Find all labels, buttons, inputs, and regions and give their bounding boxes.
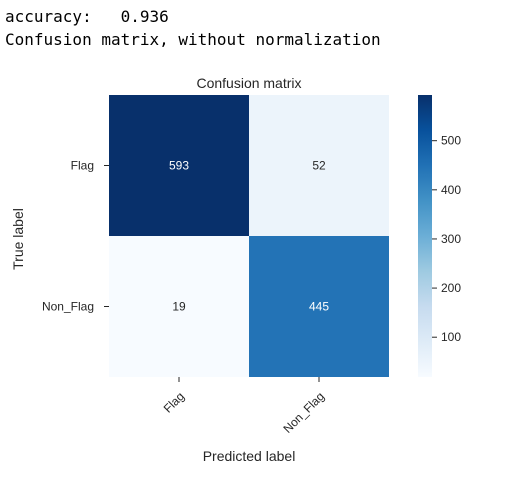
heatmap-cell-0-0	[109, 95, 249, 236]
heatmap-cell-1-0	[109, 236, 249, 377]
x-tick-label-1: Non_Flag	[280, 389, 327, 436]
colorbar-tick-label-200: 200	[441, 281, 461, 295]
cell-value-label-0-0: 593	[169, 159, 189, 173]
cell-value-label-1-0: 19	[172, 300, 186, 314]
accuracy-output: accuracy: 0.936	[5, 7, 169, 26]
y-tick-label-0: Flag	[71, 159, 94, 173]
heatmap-cell-1-1	[249, 236, 389, 377]
x-axis-label: Predicted label	[203, 448, 296, 464]
y-tick-label-1: Non_Flag	[42, 300, 94, 314]
chart-title: Confusion matrix	[196, 75, 301, 91]
confusion-matrix-caption: Confusion matrix, without normalization	[5, 30, 381, 49]
colorbar-tick-label-300: 300	[441, 232, 461, 246]
heatmap-cell-0-1	[249, 95, 389, 236]
x-tick-label-0: Flag	[161, 389, 187, 415]
colorbar-tick-label-500: 500	[441, 134, 461, 148]
colorbar-tick-label-400: 400	[441, 183, 461, 197]
y-axis-label: True label	[10, 208, 26, 270]
cell-value-label-1-1: 445	[309, 300, 329, 314]
colorbar	[418, 95, 432, 377]
colorbar-tick-label-100: 100	[441, 330, 461, 344]
cell-value-label-0-1: 52	[312, 159, 326, 173]
